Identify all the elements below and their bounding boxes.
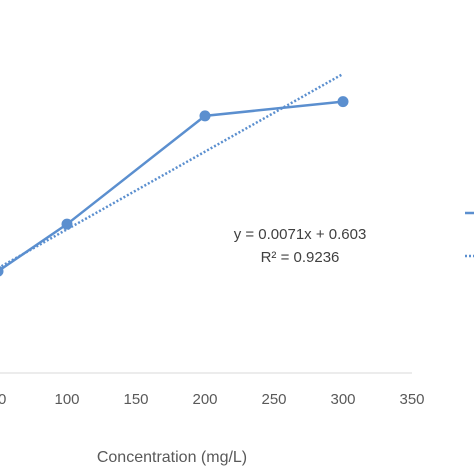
x-tick-label: 200 xyxy=(192,391,217,408)
x-tick-label: 100 xyxy=(54,391,79,408)
x-tick-label: 150 xyxy=(123,391,148,408)
data-point xyxy=(199,110,211,122)
data-point xyxy=(0,266,4,277)
x-tick-label: 50 xyxy=(0,391,6,408)
data-point xyxy=(337,96,349,108)
x-tick-label: 250 xyxy=(261,391,286,408)
trend-equation: y = 0.0071x + 0.603 xyxy=(234,226,367,243)
r-squared: R² = 0.9236 xyxy=(261,249,340,266)
x-tick-label: 300 xyxy=(330,391,355,408)
x-tick-label: 350 xyxy=(399,391,424,408)
data-line xyxy=(0,100,344,272)
x-axis-title: Concentration (mg/L) xyxy=(97,449,247,466)
data-point xyxy=(61,218,73,230)
